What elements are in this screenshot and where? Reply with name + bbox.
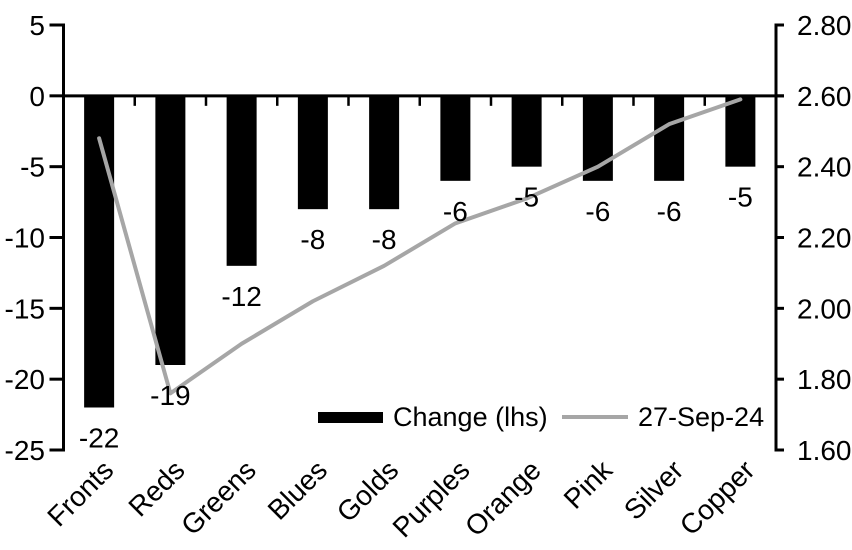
- bar-golds: [369, 95, 400, 210]
- bar-data-label: -8: [372, 224, 397, 255]
- right-axis-tick-label: 2.40: [797, 152, 852, 183]
- category-label-orange: Orange: [459, 454, 547, 542]
- bar-greens: [226, 95, 257, 266]
- left-axis-tick-label: -20: [5, 364, 45, 395]
- legend-line-swatch: [562, 415, 628, 419]
- right-axis-tick-label: 1.60: [797, 435, 852, 466]
- bar-purples: [440, 95, 471, 181]
- bar-orange: [511, 95, 542, 167]
- category-label-greens: Greens: [175, 454, 262, 541]
- left-axis-tick-label: 5: [29, 10, 45, 41]
- bar-fronts: [84, 95, 115, 408]
- category-label-blues: Blues: [262, 454, 333, 525]
- right-axis-tick-label: 2.60: [797, 81, 852, 112]
- bar-reds: [155, 95, 186, 365]
- bar-blues: [297, 95, 328, 210]
- right-axis-tick-label: 2.20: [797, 223, 852, 254]
- legend-bar-swatch: [318, 411, 383, 423]
- category-label-reds: Reds: [122, 454, 190, 522]
- left-axis-tick-label: -25: [5, 435, 45, 466]
- right-axis-tick-label: 2.00: [797, 293, 852, 324]
- left-axis-tick-label: -5: [20, 152, 45, 183]
- bar-copper: [725, 95, 756, 167]
- left-axis-tick-label: -10: [5, 223, 45, 254]
- bar-data-label: -12: [221, 281, 261, 312]
- bar-data-label: -19: [150, 380, 190, 411]
- category-label-purples: Purples: [387, 454, 476, 543]
- line-series: [97, 97, 743, 396]
- left-axis-tick-label: 0: [29, 81, 45, 112]
- bar-data-label: -22: [79, 423, 119, 454]
- legend-item-change: Change (lhs): [318, 401, 548, 433]
- category-label-fronts: Fronts: [41, 454, 119, 532]
- bar-data-label: -5: [728, 182, 753, 213]
- category-label-copper: Copper: [674, 454, 761, 541]
- bar-silver: [654, 95, 685, 181]
- legend-label-date: 27-Sep-24: [638, 402, 765, 432]
- bar-data-label: -6: [657, 196, 682, 227]
- right-axis-tick-label: 1.80: [797, 364, 852, 395]
- left-axis-tick-label: -15: [5, 293, 45, 324]
- bar-data-label: -6: [443, 196, 468, 227]
- legend-item-date: 27-Sep-24: [562, 401, 764, 433]
- legend-label-change: Change (lhs): [393, 402, 548, 432]
- right-axis-tick-label: 2.80: [797, 10, 852, 41]
- bar-data-label: -8: [300, 224, 325, 255]
- bar-data-label: -6: [585, 196, 610, 227]
- category-label-pink: Pink: [558, 454, 619, 515]
- bar-data-label: -5: [514, 182, 539, 213]
